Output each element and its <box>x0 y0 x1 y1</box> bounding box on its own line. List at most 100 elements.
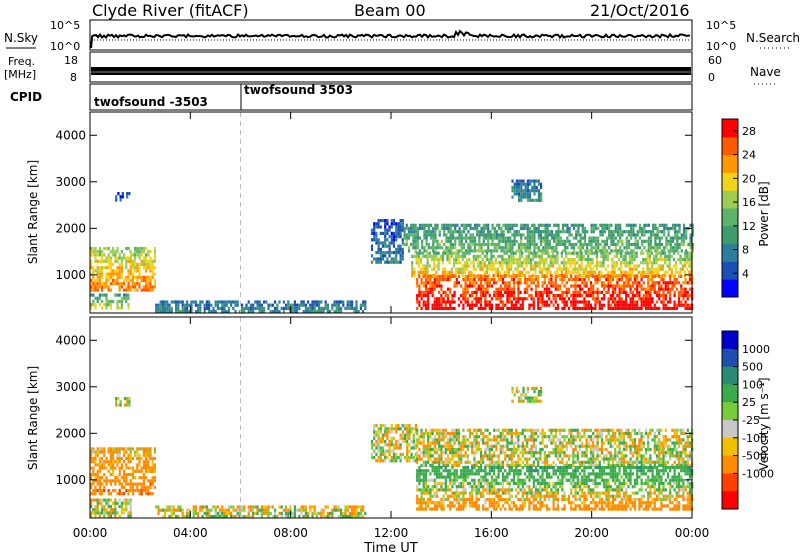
heatmap-cell <box>597 236 600 240</box>
heatmap-cell <box>449 274 452 278</box>
heatmap-cell <box>638 226 642 231</box>
heatmap-cell <box>550 428 553 432</box>
heatmap-cell <box>410 230 413 234</box>
heatmap-cell <box>688 281 692 285</box>
heatmap-cell <box>120 306 123 310</box>
heatmap-cell <box>569 270 572 274</box>
heatmap-cell <box>598 447 601 452</box>
heatmap-cell <box>631 267 634 271</box>
heatmap-cell <box>528 236 532 240</box>
heatmap-cell <box>116 456 119 461</box>
heatmap-cell <box>532 444 535 448</box>
heatmap-cell <box>543 431 546 436</box>
heatmap-cell <box>397 231 400 235</box>
heatmap-cell <box>642 297 645 301</box>
heatmap-cell <box>560 261 563 265</box>
heatmap-cell <box>438 230 441 234</box>
heatmap-cell <box>603 284 606 288</box>
heatmap-cell <box>175 306 178 310</box>
heatmap-cell <box>652 230 655 234</box>
heatmap-cell <box>528 230 532 234</box>
heatmap-cell <box>381 241 385 245</box>
heatmap-cell <box>672 251 676 255</box>
heatmap-cell <box>581 281 584 285</box>
heatmap-cell <box>574 281 577 285</box>
heatmap-cell <box>512 297 516 301</box>
heatmap-cell <box>512 454 516 458</box>
heatmap-cell <box>606 264 610 268</box>
heatmap-cell <box>649 233 653 237</box>
heatmap-cell <box>465 223 468 227</box>
heatmap-cell <box>563 300 566 304</box>
heatmap-cell <box>429 441 432 445</box>
heatmap-cell <box>129 460 132 464</box>
heatmap-cell <box>649 303 652 307</box>
heatmap-cell <box>552 294 555 298</box>
heatmap-cell <box>190 310 193 314</box>
heatmap-cell <box>424 274 428 278</box>
heatmap-cell <box>247 306 250 310</box>
heatmap-cell <box>493 454 496 458</box>
heatmap-cell <box>649 306 652 310</box>
heatmap-cell <box>438 278 441 282</box>
heatmap-cell <box>616 226 620 231</box>
heatmap-cell <box>357 515 360 519</box>
heatmap-cell <box>510 447 513 452</box>
heatmap-cell <box>479 264 482 268</box>
heatmap-cell <box>484 303 487 307</box>
heatmap-cell <box>96 250 99 254</box>
heatmap-cell <box>549 258 552 262</box>
heatmap-cell <box>506 294 509 298</box>
heatmap-cell <box>551 258 555 262</box>
heatmap-cell <box>583 297 586 301</box>
heatmap-cell <box>219 306 222 310</box>
heatmap-cell <box>473 284 476 288</box>
heatmap-cell <box>429 223 433 227</box>
heatmap-cell <box>395 456 398 460</box>
heatmap-cell <box>98 476 101 480</box>
heatmap-cell <box>565 447 568 452</box>
heatmap-cell <box>620 254 623 258</box>
heatmap-cell <box>504 435 507 439</box>
heatmap-cell <box>92 246 95 251</box>
heatmap-cell <box>388 449 391 453</box>
heatmap-cell <box>487 239 490 243</box>
heatmap-cell <box>125 476 128 480</box>
heatmap-cell <box>127 492 130 496</box>
heatmap-cell <box>340 310 343 314</box>
heatmap-cell <box>611 267 614 271</box>
heatmap-cell <box>629 447 632 452</box>
heatmap-cell <box>627 294 630 298</box>
heatmap-cell <box>337 515 340 519</box>
heatmap-cell <box>443 249 446 253</box>
heatmap-cell <box>606 270 610 274</box>
heatmap-cell <box>320 300 323 304</box>
heatmap-cell <box>679 270 682 274</box>
heatmap-cell <box>539 249 543 253</box>
velocity-region-5 <box>416 428 694 468</box>
heatmap-cell <box>119 195 122 199</box>
heatmap-cell <box>560 254 563 258</box>
heatmap-cell <box>631 261 634 265</box>
heatmap-cell <box>625 441 628 445</box>
heatmap-cell <box>243 310 246 314</box>
heatmap-cell <box>490 261 493 265</box>
heatmap-cell <box>120 463 123 467</box>
heatmap-cell <box>125 299 128 304</box>
heatmap-cell <box>373 424 376 428</box>
heatmap-cell <box>608 223 611 227</box>
heatmap-cell <box>433 274 436 278</box>
heatmap-cell <box>397 260 400 264</box>
heatmap-cell <box>686 267 689 271</box>
heatmap-cell <box>101 504 104 509</box>
heatmap-cell <box>662 297 665 301</box>
heatmap-cell <box>315 300 318 304</box>
heatmap-cell <box>638 230 642 234</box>
heatmap-cell <box>499 264 502 268</box>
heatmap-cell <box>539 457 542 461</box>
heatmap-cell <box>170 505 173 509</box>
heatmap-cell <box>622 431 626 436</box>
heatmap-cell <box>614 290 617 294</box>
heatmap-cell <box>381 251 385 255</box>
heatmap-cell <box>422 454 425 458</box>
